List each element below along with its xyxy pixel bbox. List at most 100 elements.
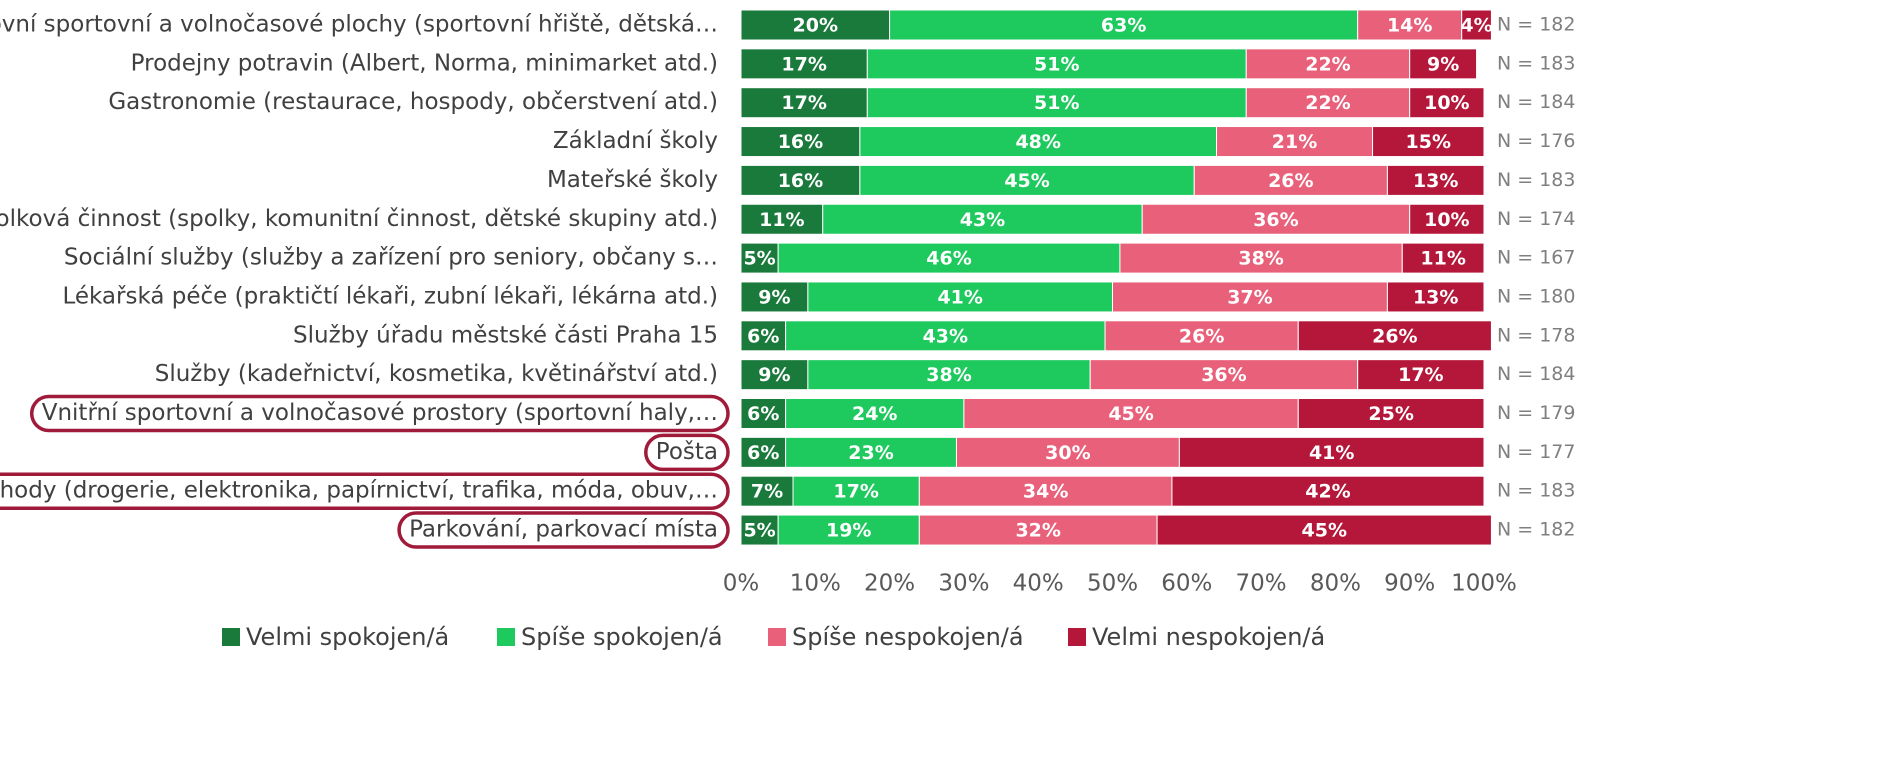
bar-segment — [740, 398, 787, 429]
x-tick-label: 30% — [938, 571, 989, 597]
bar-segment — [740, 281, 809, 313]
bar-segment — [740, 242, 779, 274]
legend-swatch — [1068, 628, 1086, 646]
value-label: 7% — [751, 481, 783, 503]
x-tick-label: 10% — [790, 571, 841, 597]
bar-segment — [1141, 203, 1411, 235]
value-label: 41% — [1309, 442, 1354, 464]
category-label: Vnitřní sportovní a volnočasové prostory… — [42, 400, 718, 426]
highlight-outline — [644, 433, 730, 472]
value-label: 17% — [781, 53, 826, 75]
bar-segment — [1386, 164, 1485, 196]
x-tick-label: 70% — [1236, 571, 1287, 597]
value-label: 22% — [1305, 92, 1350, 114]
bar-segment — [1461, 9, 1492, 41]
sample-size: N = 178 — [1497, 324, 1575, 346]
value-label: 45% — [1302, 520, 1347, 542]
bar-segment — [866, 48, 1247, 80]
bar-segment — [740, 87, 868, 119]
bar-segment — [918, 514, 1158, 546]
value-label: 9% — [758, 286, 790, 308]
bar-segment — [1245, 48, 1411, 80]
category-label: Služby úřadu městské části Praha 15 — [293, 322, 718, 348]
bar-segment — [822, 203, 1143, 235]
value-label: 6% — [747, 442, 779, 464]
value-label: 48% — [1015, 131, 1060, 153]
bar-segment — [1357, 9, 1463, 41]
sample-size: N = 167 — [1497, 247, 1575, 269]
value-label: 14% — [1387, 15, 1432, 37]
value-label: 22% — [1305, 53, 1350, 75]
bar-segment — [963, 398, 1299, 429]
value-label: 15% — [1406, 131, 1451, 153]
value-label: 21% — [1272, 131, 1317, 153]
bar-segment — [1386, 281, 1485, 313]
sample-size: N = 182 — [1497, 519, 1575, 541]
value-label: 6% — [747, 325, 779, 347]
bar-segment — [740, 164, 861, 196]
category-label: Parkování, parkovací místa — [409, 517, 718, 543]
value-label: 24% — [852, 403, 897, 425]
value-label: 45% — [1004, 170, 1049, 192]
legend-swatch — [222, 628, 240, 646]
bar-segment — [1372, 126, 1485, 158]
value-label: 38% — [1238, 248, 1283, 270]
x-tick-label: 50% — [1087, 571, 1138, 597]
value-label: 9% — [758, 364, 790, 386]
value-label: 30% — [1045, 442, 1090, 464]
sample-size: N = 184 — [1497, 363, 1575, 385]
bar-segment — [1409, 87, 1485, 119]
legend-swatch — [768, 628, 786, 646]
bar-segment — [1193, 164, 1388, 196]
bar-segment — [785, 436, 957, 468]
value-label: 46% — [926, 248, 971, 270]
value-label: 51% — [1034, 92, 1079, 114]
value-label: 17% — [833, 481, 878, 503]
value-label: 10% — [1424, 92, 1469, 114]
sample-size: N = 183 — [1497, 169, 1575, 191]
bar-segment — [777, 514, 920, 546]
value-label: 32% — [1015, 520, 1060, 542]
bar-segment — [1357, 359, 1485, 391]
x-tick-label: 20% — [864, 571, 915, 597]
category-label: Sociální služby (služby a zařízení pro s… — [64, 245, 718, 271]
value-label: 25% — [1368, 403, 1413, 425]
value-label: 26% — [1179, 325, 1224, 347]
value-label: 20% — [793, 15, 838, 37]
value-label: 37% — [1227, 286, 1272, 308]
value-label: 23% — [848, 442, 893, 464]
highlight-outline — [397, 511, 730, 549]
x-tick-label: 0% — [723, 571, 760, 597]
bar-segment — [785, 398, 965, 429]
highlight-outline — [29, 394, 730, 433]
bar-segment — [1104, 320, 1299, 352]
highlight-outline — [0, 472, 730, 510]
value-label: 36% — [1253, 209, 1298, 231]
bar-segment — [807, 359, 1091, 391]
value-label: 17% — [1398, 364, 1443, 386]
value-label: 17% — [781, 92, 826, 114]
x-tick-label: 90% — [1384, 571, 1435, 597]
bar-segment — [1409, 203, 1485, 235]
bar-segment — [740, 359, 809, 391]
value-label: 5% — [743, 248, 775, 270]
x-tick-label: 80% — [1310, 571, 1361, 597]
bar-segment — [859, 126, 1218, 158]
value-label: 10% — [1424, 209, 1469, 231]
value-label: 4% — [1460, 15, 1492, 37]
bar-segment — [785, 320, 1106, 352]
value-label: 16% — [778, 131, 823, 153]
sample-size: N = 179 — [1497, 402, 1575, 424]
value-label: 11% — [759, 209, 804, 231]
value-label: 42% — [1305, 481, 1350, 503]
value-label: 9% — [1427, 53, 1459, 75]
value-label: 6% — [747, 403, 779, 425]
category-label: Obchody (drogerie, elektronika, papírnic… — [0, 478, 718, 504]
value-label: 16% — [778, 170, 823, 192]
category-label: Základní školy — [553, 128, 718, 154]
bar-segment — [918, 475, 1173, 507]
value-label: 11% — [1420, 248, 1465, 270]
bar-segment — [1178, 436, 1485, 468]
value-label: 51% — [1034, 53, 1079, 75]
